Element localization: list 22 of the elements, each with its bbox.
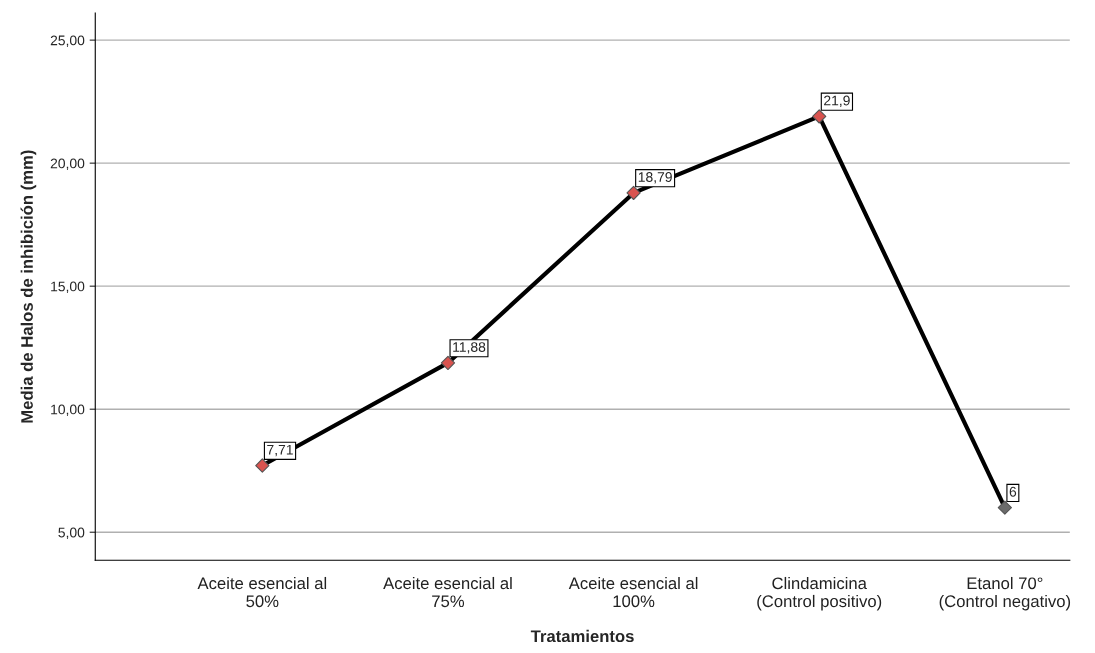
y-tick-label: 25,00	[50, 35, 85, 47]
x-tick-label: Aceite esencial al 100%	[568, 576, 698, 608]
y-tick-label: 20,00	[50, 158, 85, 170]
point	[812, 109, 827, 124]
y-tick-label: 5,00	[58, 527, 85, 540]
point	[440, 355, 456, 371]
x-tick-label: Etanol 70° (Control negativo)	[939, 576, 1071, 611]
point	[997, 500, 1012, 515]
x-axis-title: Tratamientos	[530, 629, 634, 643]
data-label: 6	[1009, 486, 1017, 497]
point	[255, 458, 270, 473]
y-tick-label: 10,00	[51, 404, 85, 417]
data-label: 21,9	[824, 95, 850, 108]
x-tick-label: Clindamicina (Control positivo)	[757, 576, 882, 611]
data-label: 7,71	[267, 444, 293, 457]
x-tick-label: Aceite esencial al 50%	[197, 576, 327, 608]
y-tick-label: 15,00	[51, 281, 85, 293]
y-axis-title: Media de Halos de inhibición (mm)	[20, 150, 37, 423]
point	[626, 185, 641, 201]
data-label: 18,79	[638, 172, 672, 184]
x-tick-label: Aceite esencial al 75%	[383, 576, 512, 608]
data-label: 11,88	[453, 342, 486, 354]
